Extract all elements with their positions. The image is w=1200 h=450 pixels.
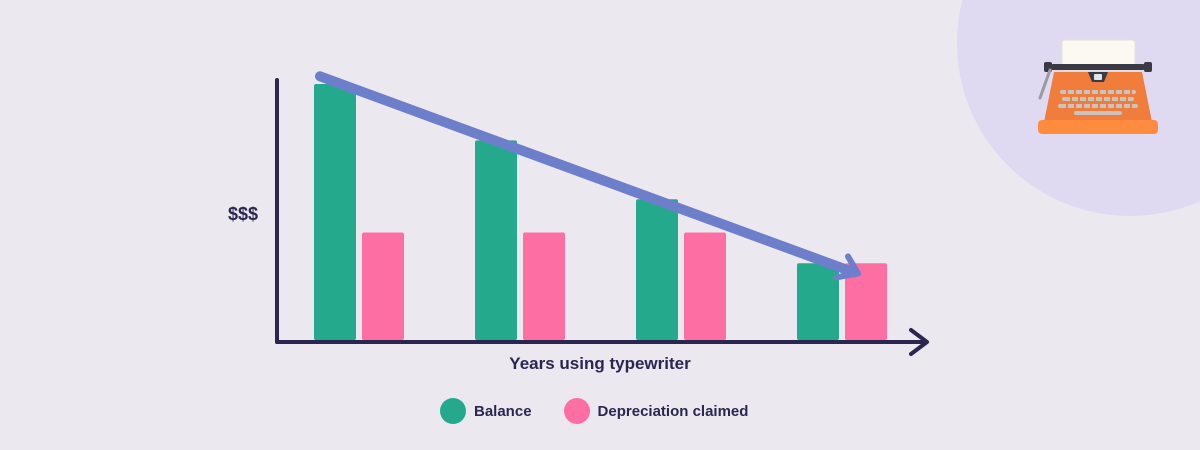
trend-arrow xyxy=(315,71,861,281)
legend-swatch-depreciation xyxy=(563,398,590,424)
x-axis-arrowhead xyxy=(909,328,929,356)
legend-swatch-balance xyxy=(440,398,466,424)
bar-depreciation-2 xyxy=(523,232,565,340)
bar-balance-1 xyxy=(314,84,356,340)
bar-depreciation-4 xyxy=(845,263,887,340)
y-axis-label: $$$ xyxy=(228,204,258,224)
legend: Balance Depreciation claimed xyxy=(440,398,748,424)
legend-label-depreciation: Depreciation claimed xyxy=(597,402,749,420)
bar-chart: $$$ Years using typewriter xyxy=(228,71,929,373)
bar-balance-2 xyxy=(475,140,517,340)
trend-arrow-head xyxy=(833,253,861,281)
legend-label-balance: Balance xyxy=(474,402,532,420)
x-axis-label: Years using typewriter xyxy=(509,354,691,373)
legend-item-balance: Balance xyxy=(440,398,532,424)
legend-item-depreciation: Depreciation claimed xyxy=(563,398,749,424)
bar-depreciation-1 xyxy=(362,232,404,340)
bar-balance-4 xyxy=(797,263,839,340)
bar-balance-3 xyxy=(636,199,678,340)
typewriter-icon xyxy=(1038,39,1158,134)
bar-depreciation-3 xyxy=(684,232,726,340)
bars-layer xyxy=(314,84,887,340)
trend-arrow-line xyxy=(315,71,859,278)
